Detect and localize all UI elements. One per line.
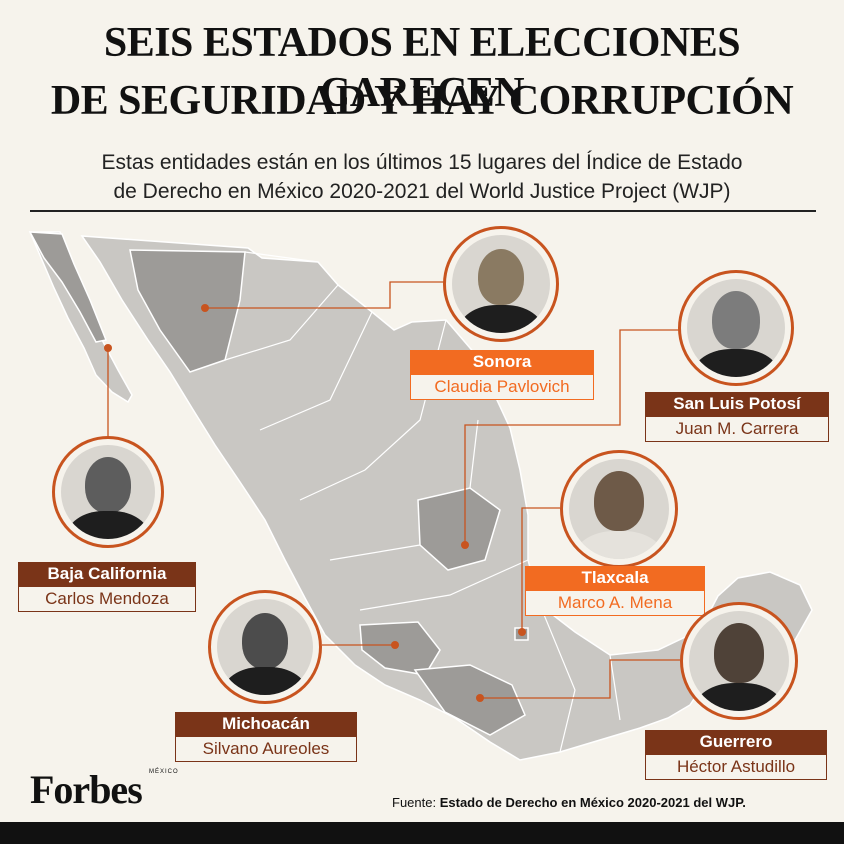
governor-name: Carlos Mendoza <box>18 586 196 612</box>
label-sonora: Sonora Claudia Pavlovich <box>410 350 594 400</box>
sonora-region <box>129 249 246 373</box>
marker-michoacan <box>391 641 399 649</box>
marker-tlaxcala <box>518 628 526 636</box>
governor-name: Héctor Astudillo <box>645 754 827 780</box>
portrait-baja-california <box>52 436 164 548</box>
state-name: Tlaxcala <box>525 566 705 590</box>
label-guerrero: Guerrero Héctor Astudillo <box>645 730 827 780</box>
state-name: San Luis Potosí <box>645 392 829 416</box>
state-name: Michoacán <box>175 712 357 736</box>
portrait-san-luis-potosi <box>678 270 794 386</box>
governor-name: Claudia Pavlovich <box>410 374 594 400</box>
connector-sonora <box>205 281 445 309</box>
governor-name: Juan M. Carrera <box>645 416 829 442</box>
subtitle: Estas entidades están en los últimos 15 … <box>0 148 844 206</box>
state-border <box>539 604 576 753</box>
portrait-michoacan <box>208 590 322 704</box>
portrait-guerrero <box>680 602 798 720</box>
portrait-sonora <box>443 226 559 342</box>
state-border <box>359 559 529 611</box>
header-divider <box>30 210 816 212</box>
connector-tlaxcala <box>521 507 560 632</box>
source-label: Fuente: <box>392 795 437 810</box>
state-border <box>244 251 319 263</box>
state-markers <box>104 304 526 702</box>
subtitle-line-2: de Derecho en México 2020-2021 del World… <box>113 180 731 203</box>
state-border <box>224 284 339 361</box>
governor-name: Silvano Aureoles <box>175 736 357 762</box>
headline-line-1: SEIS ESTADOS EN ELECCIONES CARECEN <box>103 20 741 116</box>
connector-lines <box>107 281 680 699</box>
source-note: Fuente: Estado de Derecho en México 2020… <box>392 795 746 810</box>
connector-san-luis-potosi <box>464 329 680 545</box>
label-michoacan: Michoacán Silvano Aureoles <box>175 712 357 762</box>
label-san-luis-potosi: San Luis Potosí Juan M. Carrera <box>645 392 829 442</box>
governor-name: Marco A. Mena <box>525 590 705 616</box>
headline-line-2: DE SEGURIDAD Y HAY CORRUPCIÓN <box>50 78 794 124</box>
state-name: Sonora <box>410 350 594 374</box>
state-name: Baja California <box>18 562 196 586</box>
state-border <box>329 544 421 561</box>
marker-san-luis-potosi <box>461 541 469 549</box>
source-text: Estado de Derecho en México 2020-2021 de… <box>439 795 746 810</box>
portrait-tlaxcala <box>560 450 678 568</box>
state-border <box>609 654 621 721</box>
guerrero-region <box>413 664 526 736</box>
marker-sonora <box>201 304 209 312</box>
baja-california-region <box>28 231 108 343</box>
forbes-logo: Forbes <box>30 767 143 812</box>
label-baja-california: Baja California Carlos Mendoza <box>18 562 196 612</box>
forbes-logo-sub: MÉXICO <box>149 769 179 775</box>
subtitle-line-1: Estas entidades están en los últimos 15 … <box>101 151 743 174</box>
state-border <box>259 311 373 431</box>
state-name: Guerrero <box>645 730 827 754</box>
state-border <box>469 419 479 489</box>
marker-baja-california <box>104 344 112 352</box>
marker-guerrero <box>476 694 484 702</box>
label-tlaxcala: Tlaxcala Marco A. Mena <box>525 566 705 616</box>
bottom-bar <box>0 822 844 844</box>
connector-guerrero <box>480 659 680 699</box>
